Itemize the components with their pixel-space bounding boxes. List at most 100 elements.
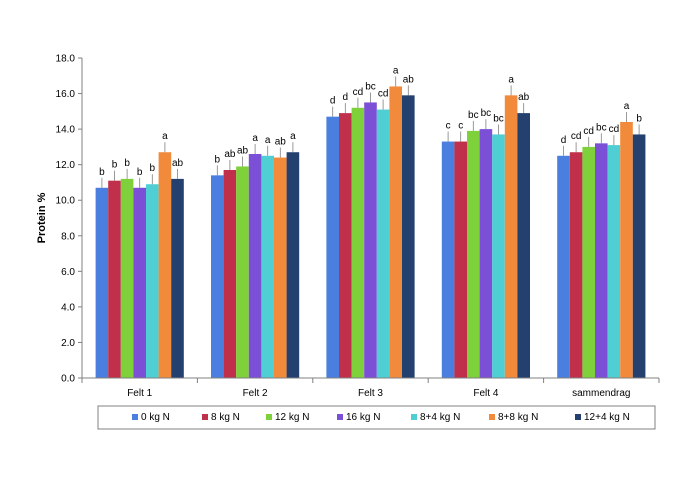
significance-label: a: [265, 135, 271, 146]
significance-label: ab: [224, 149, 236, 160]
bar: [364, 102, 377, 378]
significance-label: bc: [468, 110, 479, 121]
legend-swatch: [575, 414, 581, 420]
y-tick-label: 6.0: [61, 267, 75, 278]
bar: [595, 143, 608, 378]
y-tick-label: 2.0: [61, 338, 75, 349]
bar: [326, 116, 339, 379]
y-tick-label: 14.0: [56, 125, 76, 136]
bar: [467, 130, 480, 378]
bar: [339, 113, 352, 378]
significance-label: ab: [275, 137, 287, 148]
y-axis: 0.0 2.0 4.0 6.0 8.0 10.0 12.0 14.0 16.0 18.0: [56, 54, 83, 385]
bars: [95, 86, 646, 379]
legend-swatch: [202, 414, 208, 420]
bar: [402, 95, 415, 378]
bar: [454, 141, 467, 378]
bar: [582, 146, 595, 378]
bar: [171, 178, 184, 378]
legend-swatch: [489, 414, 495, 420]
significance-label: cd: [609, 124, 620, 135]
legend-swatch: [132, 414, 138, 420]
significance-label: bc: [596, 122, 607, 133]
bar: [120, 178, 134, 378]
bar: [261, 155, 274, 378]
legend-label: 8+4 kg N: [420, 412, 460, 423]
significance-label: d: [330, 96, 336, 107]
x-category-label: Felt 3: [358, 388, 383, 399]
significance-label: cd: [353, 87, 364, 98]
significance-label: b: [150, 163, 156, 174]
legend-label: 12+4 kg N: [584, 412, 630, 423]
bar: [569, 152, 583, 378]
bar: [620, 122, 633, 378]
y-tick-label: 10.0: [56, 196, 76, 207]
significance-label: b: [636, 113, 642, 124]
bar: [492, 134, 505, 378]
significance-label: c: [458, 121, 463, 132]
significance-label: bc: [493, 113, 504, 124]
bar: [557, 155, 570, 378]
bar: [607, 145, 621, 378]
bar: [376, 109, 390, 379]
significance-label: c: [446, 121, 451, 132]
significance-label: a: [290, 131, 296, 142]
x-category-label: sammendrag: [572, 388, 630, 399]
significance-label: b: [137, 167, 143, 178]
significance-label: ab: [518, 92, 530, 103]
bar: [441, 141, 455, 378]
y-tick-label: 4.0: [61, 302, 75, 313]
significance-label: b: [215, 154, 221, 165]
bar: [274, 157, 287, 378]
bar: [286, 152, 300, 378]
significance-label: ab: [237, 145, 249, 156]
legend-label: 8 kg N: [211, 412, 240, 423]
significance-label: bc: [365, 81, 376, 92]
significance-label: a: [252, 133, 258, 144]
bar: [158, 152, 172, 378]
bar: [351, 107, 365, 379]
y-tick-label: 16.0: [56, 89, 76, 100]
x-category-label: Felt 2: [243, 388, 268, 399]
significance-label: b: [99, 167, 105, 178]
significance-label: a: [162, 131, 168, 142]
legend-label: 16 kg N: [346, 412, 380, 423]
bar: [133, 187, 146, 378]
y-tick-label: 12.0: [56, 160, 76, 171]
bar: [223, 170, 237, 378]
x-category-label: Felt 4: [473, 388, 498, 399]
significance-label: ab: [172, 158, 184, 169]
significance-label: cd: [378, 89, 389, 100]
bar: [517, 113, 530, 378]
significance-label: b: [124, 158, 130, 169]
bar: [389, 86, 402, 378]
y-tick-label: 0.0: [61, 374, 75, 385]
legend-box: [97, 405, 656, 430]
bar: [632, 134, 646, 378]
bar: [95, 187, 109, 378]
significance-label: a: [624, 101, 630, 112]
significance-label: a: [508, 74, 514, 85]
legend: 0 kg N 8 kg N 12 kg N 16 kg N 8+4 kg N 8+8 kg…: [97, 405, 656, 430]
significance-label: ab: [403, 74, 415, 85]
significance-label: bc: [481, 108, 492, 119]
legend-swatch: [266, 414, 272, 420]
y-axis-title: Protein %: [36, 192, 48, 243]
significance-label: d: [343, 92, 349, 103]
bar: [108, 180, 121, 378]
legend-label: 12 kg N: [275, 412, 309, 423]
legend-label: 0 kg N: [141, 412, 170, 423]
bar: [504, 95, 518, 378]
legend-swatch: [337, 414, 343, 420]
x-category-label: Felt 1: [127, 388, 152, 399]
y-tick-label: 8.0: [61, 231, 75, 242]
legend-swatch: [411, 414, 417, 420]
x-axis: Felt 1 Felt 2 Felt 3 Felt 4 sammendrag: [81, 377, 660, 399]
significance-label: cd: [571, 131, 582, 142]
bar: [236, 166, 249, 378]
significance-label: b: [112, 160, 118, 171]
bar: [211, 175, 224, 378]
significance-label: a: [393, 65, 399, 76]
significance-label: cd: [583, 126, 594, 137]
